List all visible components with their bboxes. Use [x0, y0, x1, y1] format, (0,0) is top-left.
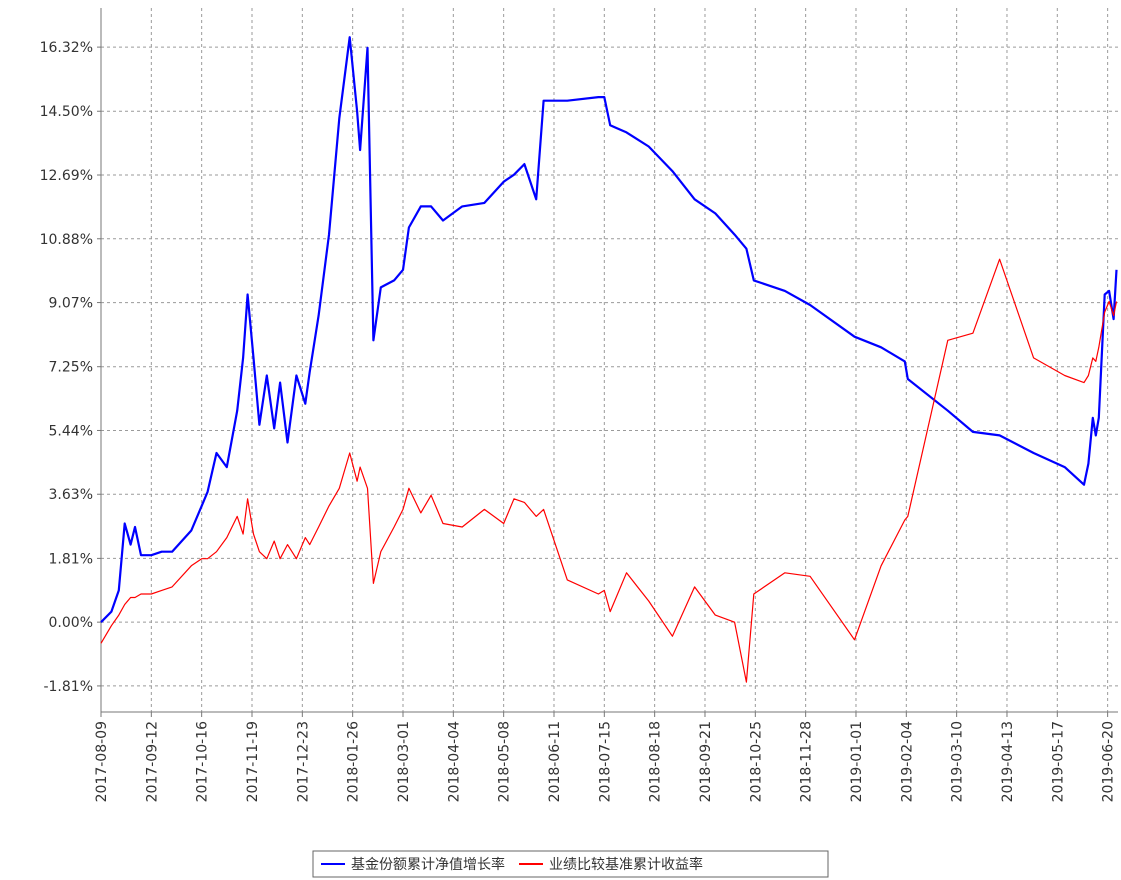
x-tick-label: 2018-04-04: [446, 721, 462, 802]
legend-label: 基金份额累计净值增长率: [351, 856, 505, 873]
y-tick-label: 1.81%: [49, 551, 93, 567]
series-line: [100, 258, 1118, 683]
y-tick-label: 3.63%: [49, 487, 93, 503]
x-tick-label: 2019-02-04: [899, 721, 915, 802]
y-tick-label: 12.69%: [40, 168, 93, 184]
x-tick-label: 2018-03-01: [396, 721, 412, 802]
x-tick-label: 2017-10-16: [195, 721, 211, 802]
y-tick-label: 14.50%: [40, 104, 93, 120]
x-tick-label: 2018-01-26: [346, 721, 362, 802]
x-tick-label: 2019-03-10: [950, 721, 966, 802]
x-tick-label: 2018-07-15: [597, 721, 613, 802]
y-tick-label: 9.07%: [49, 296, 93, 312]
x-tick-label: 2019-04-13: [1000, 721, 1016, 802]
legend: 基金份额累计净值增长率 业绩比较基准累计收益率: [312, 850, 829, 878]
x-tick-label: 2019-05-17: [1050, 721, 1066, 802]
y-tick-label: 10.88%: [40, 232, 93, 248]
legend-box: [312, 850, 829, 878]
legend-label: 业绩比较基准累计收益率: [549, 856, 703, 873]
x-tick-label: 2017-11-19: [245, 721, 261, 802]
x-tick-label: 2019-01-01: [849, 721, 865, 802]
x-tick-label: 2018-11-28: [799, 721, 815, 802]
x-tick-label: 2018-08-18: [648, 721, 664, 802]
x-tick-label: 2018-09-21: [698, 721, 714, 802]
x-tick-label: 2018-06-11: [547, 721, 563, 802]
x-tick-label: 2018-05-08: [497, 721, 513, 802]
x-tick-label: 2017-12-23: [295, 721, 311, 802]
y-tick-label: 16.32%: [40, 40, 93, 56]
x-tick-label: 2019-06-20: [1101, 721, 1117, 802]
y-tick-label: 7.25%: [49, 360, 93, 376]
y-tick-label: 5.44%: [49, 423, 93, 439]
y-tick-label: 0.00%: [49, 615, 93, 631]
x-tick-label: 2018-10-25: [748, 721, 764, 802]
y-tick-label: -1.81%: [43, 679, 93, 695]
x-tick-label: 2017-08-09: [94, 721, 110, 802]
x-tick-label: 2017-09-12: [144, 721, 160, 802]
